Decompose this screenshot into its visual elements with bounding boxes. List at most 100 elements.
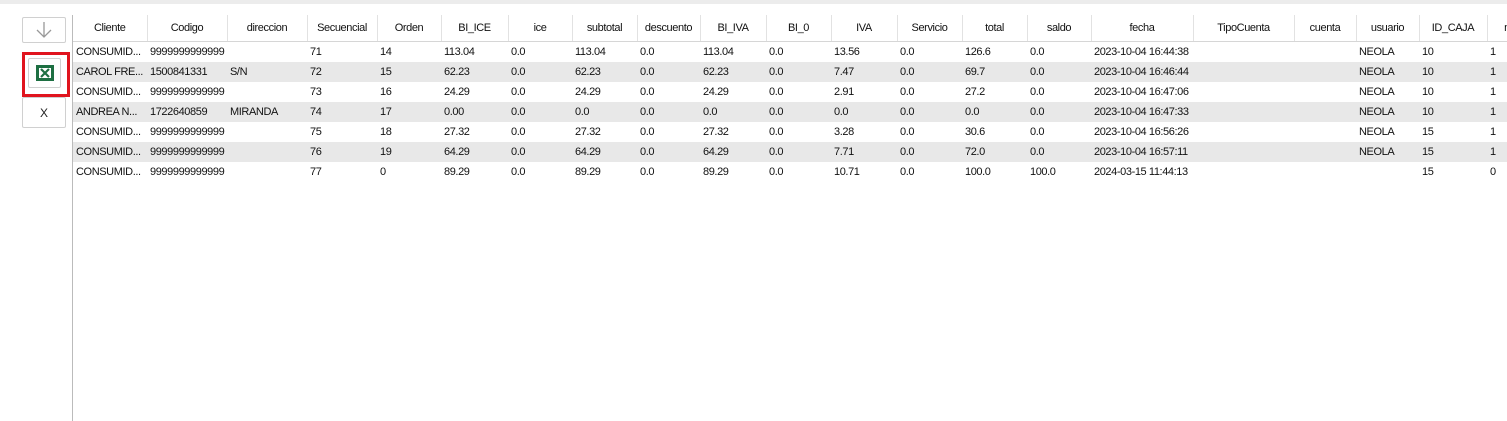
column-header: cuenta [1294,15,1357,42]
table-cell: 64.29 [441,142,508,162]
table-cell: 72.0 [962,142,1027,162]
table-cell: 9999999999999 [150,86,225,98]
table-cell: 1 [1487,142,1507,162]
column-header: ID_CAJA [1419,15,1488,42]
excel-icon [35,65,54,81]
table-cell: 62.23 [441,62,508,82]
table-cell: 0.0 [1027,102,1091,122]
table-cell: 0.0 [511,126,526,138]
table-cell: 0.0 [766,62,831,82]
table-cell: NEOLA [1356,142,1419,162]
table-cell: 1 [1490,86,1496,98]
table-cell: 0.0 [637,142,700,162]
highlight-box [22,52,70,97]
table-cell: 10 [1422,86,1434,98]
table-cell [1193,162,1294,182]
table-cell: 75 [310,126,322,138]
column-header: ice [508,15,573,42]
table: Cliente Codigo direccion Secuencial Orden BI_… [73,15,1507,182]
table-cell: 62.23 [700,62,766,82]
export-excel-button[interactable] [28,58,61,88]
table-cell: 0.0 [766,142,831,162]
table-cell: 10 [1419,62,1487,82]
close-button[interactable]: X [22,97,66,128]
table-cell: 69.7 [962,62,1027,82]
table-cell: 0.0 [572,102,637,122]
table-cell [1294,42,1356,63]
table-cell: NEOLA [1359,86,1395,98]
top-bar [0,0,1507,4]
table-cell [227,142,307,162]
table-cell: NEOLA [1356,102,1419,122]
table-cell: 0.0 [769,86,784,98]
header-row: Cliente Codigo direccion Secuencial Orden BI_… [73,15,1507,42]
table-row: CONSUMID... 9999999999999 77 0 89.29 0.0 89.29… [73,162,1507,182]
table-cell: 3.28 [834,126,854,138]
table-cell: 15 [1419,142,1487,162]
table-row: CAROL FRE... 1500841331 S/N 72 15 62.23 0.0 62.… [73,62,1507,82]
table-cell: 0.0 [637,62,700,82]
table-cell: 0.0 [1030,86,1045,98]
table-cell: 74 [307,102,377,122]
table-cell: 89.29 [444,166,470,178]
table-row: CONSUMID... 9999999999999 76 19 64.29 0.0 64.2… [73,142,1507,162]
column-header: IVA [831,15,898,42]
column-header: saldo [1027,15,1092,42]
table-cell: 64.29 [572,142,637,162]
sort-button[interactable] [22,17,66,43]
table-cell: 0 [1490,166,1496,178]
column-header: fecha [1091,15,1194,42]
table-cell: 1 [1490,126,1496,138]
column-header: TipoCuenta [1193,15,1295,42]
table-cell: 0.0 [1027,62,1091,82]
table-cell: 30.6 [965,126,985,138]
table-row: CONSUMID... 9999999999999 71 14 113.04 0.0 113… [73,42,1507,63]
table-cell: 0.0 [640,86,655,98]
table-cell: 2024-03-15 11:44:13 [1094,166,1188,178]
table-cell: 0.0 [508,62,572,82]
table-cell: NEOLA [1359,46,1395,58]
column-header: total [962,15,1028,42]
column-header: BI_ICE [441,15,509,42]
table-cell: 0.0 [1030,126,1045,138]
column-header: BI_IVA [700,15,767,42]
table-cell: 113.04 [703,46,734,58]
table-cell: 15 [1422,166,1434,178]
table-row: CONSUMID... 9999999999999 73 16 24.29 0.0 24.2… [73,82,1507,102]
table-cell: ANDREA N... [73,102,147,122]
column-header: BI_0 [766,15,832,42]
table-cell: 100.0 [965,166,991,178]
table-cell: 16 [380,86,392,98]
table-cell: 10 [1422,46,1434,58]
table-cell: 0.0 [511,166,526,178]
table-cell: 24.29 [444,86,470,98]
column-header: usuario [1356,15,1420,42]
table-cell [1294,82,1356,102]
table-cell: 9999999999999 [150,166,225,178]
table-cell [1193,122,1294,142]
table-cell: 0.0 [897,102,962,122]
table-cell [227,122,307,142]
table-cell: 15 [377,62,441,82]
table-cell: 89.29 [703,166,729,178]
table-cell: 0.0 [900,86,915,98]
table-cell: 1 [1490,46,1496,58]
table-cell: 9999999999999 [150,46,225,58]
table-row: CONSUMID... 9999999999999 75 18 27.32 0.0 27.3… [73,122,1507,142]
table-cell: 76 [307,142,377,162]
table-cell: 0.0 [897,62,962,82]
table-cell: 62.23 [572,62,637,82]
table-cell [1193,42,1294,63]
table-cell: 10.71 [834,166,860,178]
table-cell: 0.0 [897,142,962,162]
table-cell: 2023-10-04 16:57:11 [1091,142,1193,162]
table-cell: 0.0 [900,166,915,178]
table-cell [1294,142,1356,162]
column-header: descuento [637,15,701,42]
table-cell: 1500841331 [147,62,227,82]
table-cell: 0.00 [441,102,508,122]
table-cell [1294,122,1356,142]
table-cell: 0.0 [766,102,831,122]
table-cell: 0.0 [1030,46,1045,58]
